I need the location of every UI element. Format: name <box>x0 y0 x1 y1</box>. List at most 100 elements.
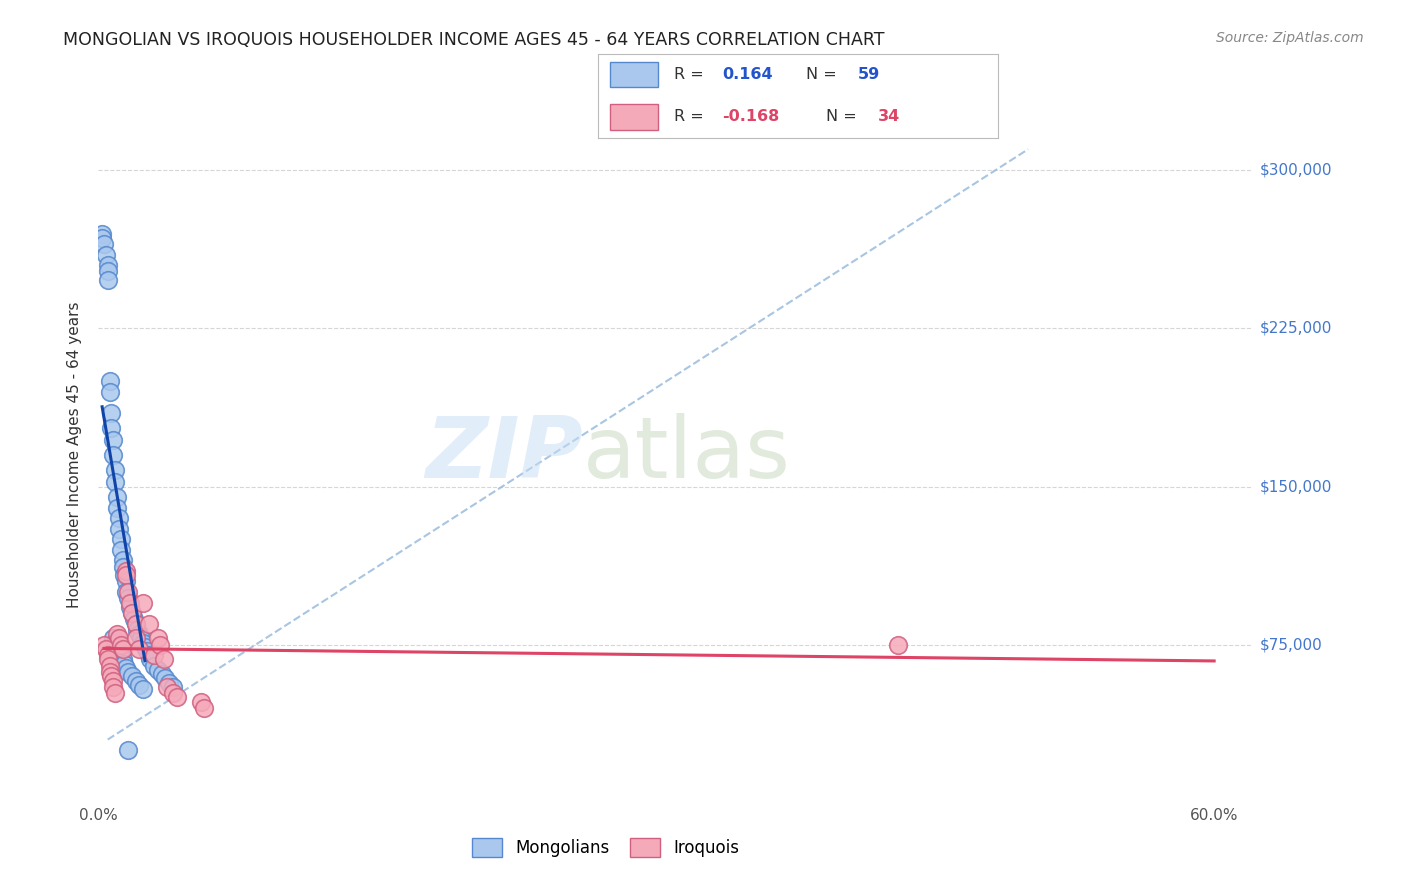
Point <box>122 612 145 626</box>
Point <box>887 638 910 652</box>
Point <box>157 675 180 690</box>
Point <box>124 616 146 631</box>
Text: $300,000: $300,000 <box>1260 163 1331 178</box>
Point <box>103 632 125 646</box>
Point <box>108 511 131 525</box>
Bar <box>610 62 658 87</box>
Point <box>117 743 139 757</box>
Point <box>156 680 179 694</box>
Point <box>93 638 115 652</box>
Point <box>94 247 117 261</box>
Point <box>97 273 120 287</box>
Point <box>134 640 156 654</box>
Point <box>115 568 138 582</box>
Point <box>121 606 143 620</box>
Point <box>104 463 127 477</box>
Point <box>155 672 177 686</box>
Point <box>132 635 155 649</box>
Point <box>114 657 136 671</box>
Point <box>166 690 188 705</box>
Point <box>100 420 122 434</box>
Point <box>146 632 169 646</box>
Point <box>103 433 125 447</box>
Point <box>110 533 132 547</box>
Point <box>97 264 120 278</box>
Point <box>115 574 138 589</box>
Point <box>121 669 143 683</box>
Point <box>108 522 131 536</box>
Text: 0.164: 0.164 <box>721 67 772 82</box>
Point <box>105 490 128 504</box>
Point <box>132 595 155 609</box>
Point <box>127 623 149 637</box>
Point <box>110 638 132 652</box>
Point <box>98 658 121 673</box>
Point <box>121 606 143 620</box>
Point <box>117 585 139 599</box>
Point <box>128 678 150 692</box>
Point <box>111 652 134 666</box>
Point <box>105 627 128 641</box>
Point <box>91 231 114 245</box>
Point <box>103 680 125 694</box>
Point <box>193 701 215 715</box>
Legend: Mongolians, Iroquois: Mongolians, Iroquois <box>465 831 745 864</box>
Point <box>114 568 136 582</box>
Text: ZIP: ZIP <box>425 413 582 497</box>
Point <box>115 564 138 578</box>
Point <box>139 652 162 666</box>
Point <box>111 559 134 574</box>
Point <box>162 680 184 694</box>
Point <box>138 616 160 631</box>
Point <box>100 406 122 420</box>
Point <box>135 644 157 658</box>
Point <box>93 237 115 252</box>
Text: atlas: atlas <box>582 413 790 497</box>
Point <box>103 673 125 688</box>
Point <box>111 553 134 567</box>
Bar <box>610 104 658 130</box>
Point <box>94 641 117 656</box>
Text: 59: 59 <box>858 67 880 82</box>
Point <box>124 616 146 631</box>
Text: $150,000: $150,000 <box>1260 479 1331 494</box>
Point <box>118 595 141 609</box>
Point <box>100 669 122 683</box>
Point <box>115 661 138 675</box>
Text: $225,000: $225,000 <box>1260 321 1331 336</box>
Y-axis label: Householder Income Ages 45 - 64 years: Householder Income Ages 45 - 64 years <box>67 301 83 608</box>
Point <box>104 686 127 700</box>
Point <box>104 475 127 490</box>
Text: -0.168: -0.168 <box>721 109 779 124</box>
Point <box>190 695 212 709</box>
Point <box>111 641 134 656</box>
Text: R =: R = <box>673 109 703 124</box>
Point <box>152 652 174 666</box>
Point <box>149 638 172 652</box>
Point <box>97 648 120 663</box>
Point <box>98 384 121 399</box>
Text: 34: 34 <box>877 109 900 124</box>
Point <box>124 673 146 688</box>
Point <box>103 448 125 462</box>
Point <box>110 542 132 557</box>
Point <box>143 658 166 673</box>
Point <box>98 374 121 388</box>
Text: $75,000: $75,000 <box>1260 637 1323 652</box>
Point <box>97 258 120 272</box>
Point <box>146 663 169 677</box>
Point <box>124 632 146 646</box>
Point <box>128 641 150 656</box>
Text: MONGOLIAN VS IROQUOIS HOUSEHOLDER INCOME AGES 45 - 64 YEARS CORRELATION CHART: MONGOLIAN VS IROQUOIS HOUSEHOLDER INCOME… <box>63 31 884 49</box>
Point <box>108 632 131 646</box>
Point <box>143 648 166 663</box>
Point <box>132 681 155 696</box>
Text: Source: ZipAtlas.com: Source: ZipAtlas.com <box>1216 31 1364 45</box>
Text: R =: R = <box>673 67 703 82</box>
Point <box>129 632 152 646</box>
Point <box>115 585 138 599</box>
Point <box>138 648 160 663</box>
Point <box>105 500 128 515</box>
Point <box>105 640 128 654</box>
Point <box>117 665 139 679</box>
